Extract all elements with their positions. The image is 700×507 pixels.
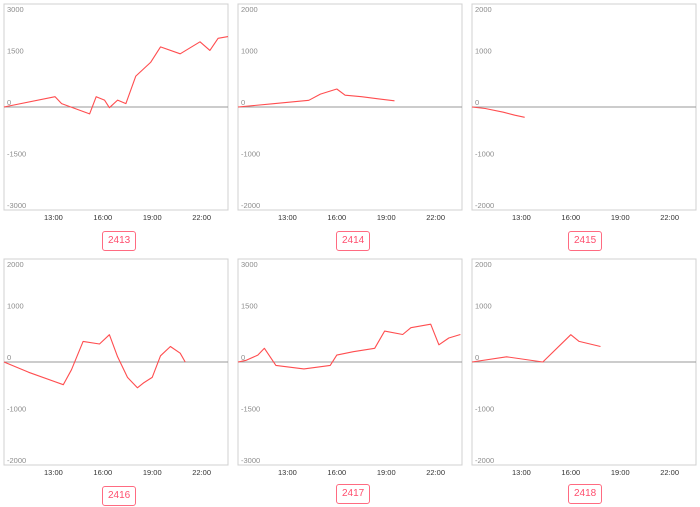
x-tick-label: 22:00 <box>426 213 445 222</box>
chart-badge-2413[interactable]: 2413 <box>102 231 137 251</box>
y-tick-label: 0 <box>241 353 245 362</box>
x-tick-label: 19:00 <box>143 213 162 222</box>
y-tick-label: 1500 <box>241 302 258 311</box>
y-tick-label: -1000 <box>7 405 26 414</box>
x-tick-label: 13:00 <box>278 213 297 222</box>
y-tick-label: 1000 <box>241 47 258 56</box>
y-tick-label: -1000 <box>475 150 494 159</box>
chart-panel-2414: 2000 1000 0 -1000 -2000 13:00 16:00 19:00 22:00 … <box>234 0 466 252</box>
y-tick-label: -2000 <box>475 456 494 465</box>
y-tick-label: 2000 <box>475 260 492 269</box>
chart-2417: 3000 1500 0 -1500 -3000 13:00 16:00 19:00 22:00 <box>237 258 463 477</box>
y-tick-label: 0 <box>475 353 479 362</box>
chart-badge-2418[interactable]: 2418 <box>568 484 603 504</box>
y-tick-label: 1500 <box>7 47 24 56</box>
y-tick-label: -3000 <box>241 456 260 465</box>
series-line <box>3 36 229 115</box>
x-tick-label: 13:00 <box>44 468 63 477</box>
y-tick-label: 3000 <box>241 260 258 269</box>
x-tick-label: 16:00 <box>93 213 112 222</box>
series-line <box>237 323 461 370</box>
chart-panel-2413: 3000 1500 0 -1500 -3000 13:00 16:00 19:00 22:00 … <box>0 0 232 252</box>
y-tick-label: -2000 <box>7 456 26 465</box>
x-tick-label: 22:00 <box>660 468 679 477</box>
chart-2418: 2000 1000 0 -1000 -2000 13:00 16:00 19:00 22:00 <box>471 258 697 477</box>
series-line <box>471 106 525 118</box>
x-tick-label: 22:00 <box>192 468 211 477</box>
y-tick-label: -1000 <box>475 405 494 414</box>
chart-panel-2417: 3000 1500 0 -1500 -3000 13:00 16:00 19:00 22:00 … <box>234 255 466 507</box>
chart-badge-2417[interactable]: 2417 <box>336 484 371 504</box>
y-tick-label: 2000 <box>475 5 492 14</box>
y-tick-label: 1000 <box>475 302 492 311</box>
y-tick-label: 1000 <box>7 302 24 311</box>
series-line <box>471 334 601 363</box>
x-tick-label: 19:00 <box>143 468 162 477</box>
y-tick-label: 2000 <box>241 5 258 14</box>
y-tick-label: 0 <box>7 353 11 362</box>
chart-2416: 2000 1000 0 -1000 -2000 13:00 16:00 19:00 22:00 <box>3 258 229 477</box>
y-tick-label: 0 <box>475 98 479 107</box>
x-tick-label: 16:00 <box>327 213 346 222</box>
x-tick-label: 19:00 <box>611 213 630 222</box>
chart-2413: 3000 1500 0 -1500 -3000 13:00 16:00 19:00 22:00 <box>3 3 229 222</box>
chart-badge-2416[interactable]: 2416 <box>102 486 137 506</box>
y-tick-label: 3000 <box>7 5 24 14</box>
chart-panel-2415: 2000 1000 0 -1000 -2000 13:00 16:00 19:00 22:00 … <box>468 0 700 252</box>
x-tick-label: 16:00 <box>561 213 580 222</box>
y-tick-label: -1500 <box>7 150 26 159</box>
y-tick-label: -2000 <box>241 201 260 210</box>
y-tick-label: -3000 <box>7 201 26 210</box>
x-tick-label: 22:00 <box>426 468 445 477</box>
chart-badge-2414[interactable]: 2414 <box>336 231 371 251</box>
x-tick-label: 16:00 <box>561 468 580 477</box>
y-tick-label: 2000 <box>7 260 24 269</box>
y-tick-label: 0 <box>7 98 11 107</box>
y-tick-label: -2000 <box>475 201 494 210</box>
chart-badge-2415[interactable]: 2415 <box>568 231 603 251</box>
y-tick-label: -1500 <box>241 405 260 414</box>
x-tick-label: 13:00 <box>44 213 63 222</box>
x-tick-label: 13:00 <box>278 468 297 477</box>
chart-panel-2418: 2000 1000 0 -1000 -2000 13:00 16:00 19:00 22:00 … <box>468 255 700 507</box>
y-tick-label: 0 <box>241 98 245 107</box>
series-line <box>237 88 395 108</box>
chart-panel-2416: 2000 1000 0 -1000 -2000 13:00 16:00 19:00 22:00 … <box>0 255 232 507</box>
x-tick-label: 13:00 <box>512 468 531 477</box>
x-tick-label: 16:00 <box>93 468 112 477</box>
y-tick-label: 1000 <box>475 47 492 56</box>
y-tick-label: -1000 <box>241 150 260 159</box>
x-tick-label: 19:00 <box>611 468 630 477</box>
x-tick-label: 19:00 <box>377 213 396 222</box>
x-tick-label: 16:00 <box>327 468 346 477</box>
x-tick-label: 22:00 <box>660 213 679 222</box>
series-line <box>3 334 186 389</box>
chart-2415: 2000 1000 0 -1000 -2000 13:00 16:00 19:00 22:00 <box>471 3 697 222</box>
chart-2414: 2000 1000 0 -1000 -2000 13:00 16:00 19:00 22:00 <box>237 3 463 222</box>
x-tick-label: 19:00 <box>377 468 396 477</box>
x-tick-label: 22:00 <box>192 213 211 222</box>
x-tick-label: 13:00 <box>512 213 531 222</box>
